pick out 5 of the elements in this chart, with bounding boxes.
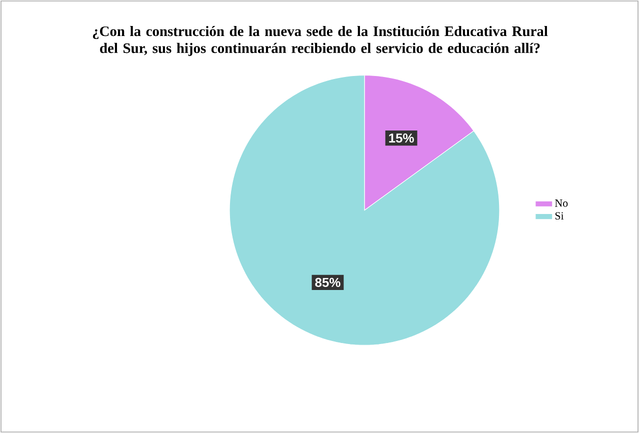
legend-label: No [555, 200, 568, 207]
data-label: 15% [389, 133, 414, 143]
chart-title: ¿Con la construcción de la nueva sede de la Institución Educativa Rural del Sur, sus hijos continuarán recibiendo el servicio de educación allí? [92, 26, 548, 56]
legend-label: Si [555, 212, 564, 220]
data-label: 85% [315, 278, 340, 287]
